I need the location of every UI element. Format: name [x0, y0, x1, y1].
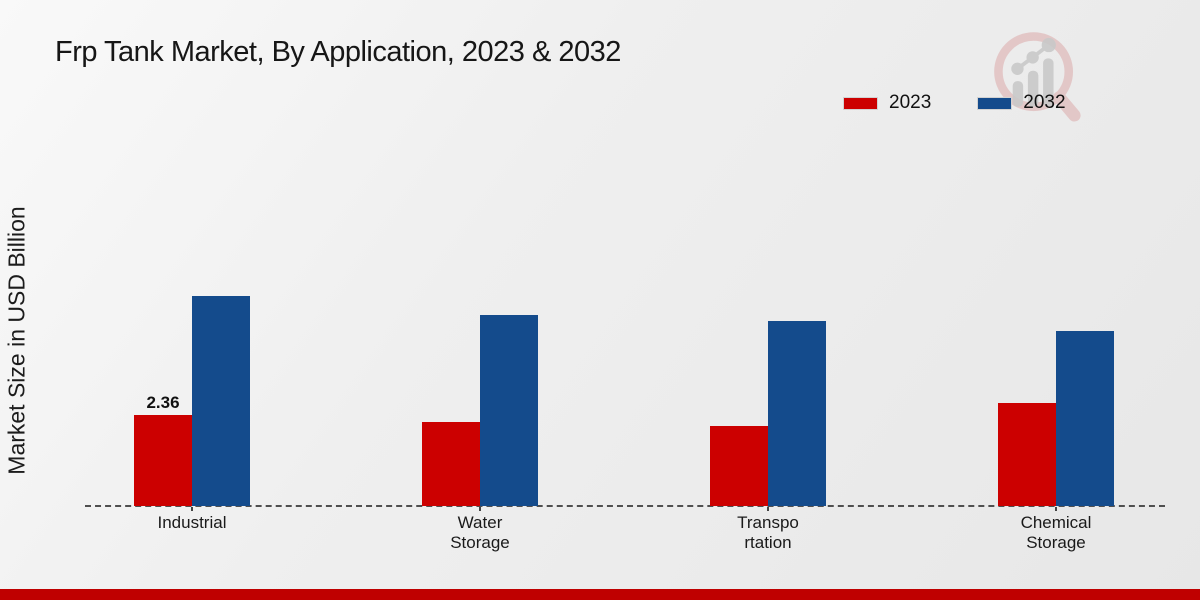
trend-bars-icon [1011, 37, 1056, 107]
x-axis-tick [767, 507, 769, 511]
bar-2023-water-storage [422, 422, 480, 506]
bar-2023-transportation [710, 426, 768, 506]
chart-legend: 2023 2032 [843, 92, 1066, 114]
bar-2032-industrial [192, 296, 250, 506]
legend-item-2032: 2032 [977, 92, 1066, 114]
y-axis-label: Market Size in USD Billion [3, 206, 30, 475]
legend-label: 2023 [889, 92, 932, 113]
category-label-water-storage: Water Storage [450, 513, 510, 552]
category-label-industrial: Industrial [157, 513, 227, 532]
legend-label: 2032 [1023, 92, 1066, 113]
legend-item-2023: 2023 [843, 92, 931, 114]
x-axis-baseline [85, 505, 1165, 507]
bar-2023-industrial [134, 415, 192, 506]
bar-value-label: 2.36 [146, 393, 180, 412]
market-research-future-logo [994, 32, 1081, 122]
bar-2032-transportation [768, 321, 826, 506]
chart-title: Frp Tank Market, By Application, 2023 & … [55, 36, 621, 68]
bar-2032-water-storage [480, 315, 538, 506]
category-label-transportation: Transpo rtation [737, 513, 799, 552]
x-axis-tick [1055, 507, 1057, 511]
x-axis-tick [479, 507, 481, 511]
legend-swatch-icon [843, 96, 878, 110]
category-label-chemical-storage: Chemical Storage [1020, 513, 1092, 552]
bar-2032-chemical-storage [1056, 331, 1114, 506]
legend-swatch-icon [977, 96, 1013, 110]
x-axis-tick [191, 507, 193, 511]
bar-2023-chemical-storage [998, 403, 1056, 506]
footer-accent-bar [0, 589, 1200, 600]
